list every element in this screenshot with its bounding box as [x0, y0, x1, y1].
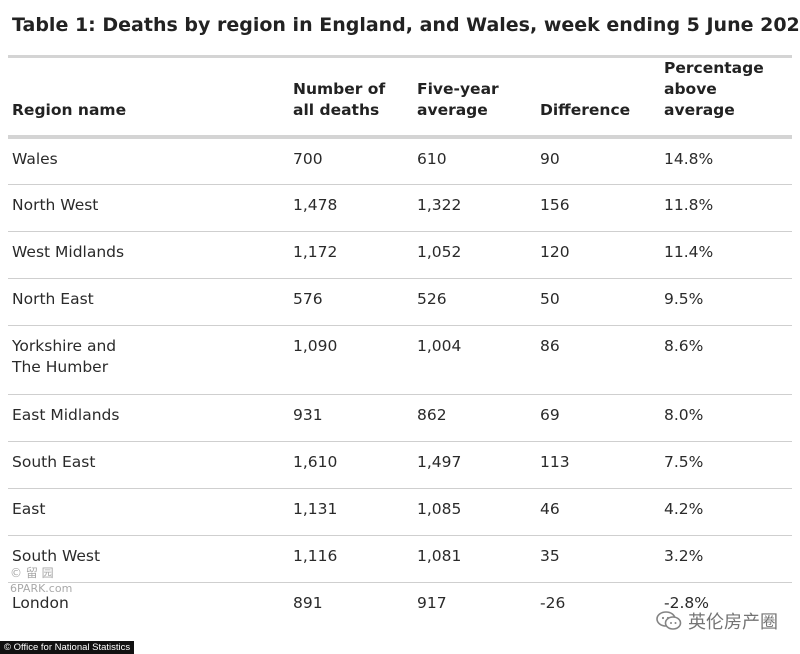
- deaths-cell: 1,116: [289, 535, 413, 583]
- region-cell: East Midlands: [8, 394, 289, 442]
- top-rule: [8, 55, 792, 58]
- table-row: West Midlands 1,172 1,052 120 11.4%: [8, 231, 792, 279]
- deaths-cell: 1,478: [289, 184, 413, 232]
- region-cell: South East: [8, 441, 289, 489]
- percentage-cell: 11.8%: [660, 184, 792, 232]
- percentage-cell: 9.5%: [660, 278, 792, 326]
- difference-cell: 86: [536, 325, 660, 395]
- watermark-account-name: 英伦房产圈: [688, 612, 778, 633]
- percentage-cell: 8.6%: [660, 325, 792, 395]
- deaths-cell: 1,610: [289, 441, 413, 489]
- difference-cell: 50: [536, 278, 660, 326]
- table-header-row: Region name Number of all deaths Five-ye…: [8, 58, 792, 139]
- table-row: North West 1,478 1,322 156 11.8%: [8, 184, 792, 232]
- watermark-6park: © 留 园 6PARK.com: [10, 566, 72, 596]
- region-cell: Wales: [8, 137, 289, 185]
- table-row: East 1,131 1,085 46 4.2%: [8, 488, 792, 536]
- difference-cell: 69: [536, 394, 660, 442]
- average-cell: 1,004: [413, 325, 536, 395]
- source-credit: © Office for National Statistics: [0, 641, 135, 654]
- deaths-cell: 576: [289, 278, 413, 326]
- percentage-cell: 8.0%: [660, 394, 792, 442]
- percentage-cell: 3.2%: [660, 535, 792, 583]
- header-number-of-deaths: Number of all deaths: [289, 58, 413, 139]
- header-percentage-above-average: Percentage above average: [660, 58, 792, 139]
- difference-cell: 46: [536, 488, 660, 536]
- table-row: North East 576 526 50 9.5%: [8, 278, 792, 326]
- deaths-cell: 1,131: [289, 488, 413, 536]
- watermark-6park-site: 6PARK.com: [10, 582, 73, 595]
- region-cell: North East: [8, 278, 289, 326]
- region-cell: East: [8, 488, 289, 536]
- percentage-cell: 11.4%: [660, 231, 792, 279]
- difference-cell: 156: [536, 184, 660, 232]
- header-region-name: Region name: [8, 58, 289, 139]
- deaths-table: Region name Number of all deaths Five-ye…: [8, 58, 792, 629]
- deaths-cell: 931: [289, 394, 413, 442]
- watermark-6park-text: © 留 园: [10, 566, 54, 580]
- average-cell: 610: [413, 137, 536, 185]
- average-cell: 1,052: [413, 231, 536, 279]
- deaths-cell: 1,090: [289, 325, 413, 395]
- difference-cell: 113: [536, 441, 660, 489]
- table-row: Wales 700 610 90 14.8%: [8, 137, 792, 185]
- difference-cell: 90: [536, 137, 660, 185]
- header-difference: Difference: [536, 58, 660, 139]
- table-row: South West 1,116 1,081 35 3.2%: [8, 535, 792, 583]
- table-row: London 891 917 -26 -2.8%: [8, 582, 792, 629]
- header-five-year-average: Five-year average: [413, 58, 536, 139]
- difference-cell: -26: [540, 593, 566, 612]
- region-cell: London: [12, 593, 69, 612]
- average-cell: 1,085: [413, 488, 536, 536]
- average-cell: 1,322: [413, 184, 536, 232]
- average-cell: 1,081: [413, 535, 536, 583]
- percentage-cell: 14.8%: [660, 137, 792, 185]
- table-row: East Midlands 931 862 69 8.0%: [8, 394, 792, 442]
- difference-cell: 120: [536, 231, 660, 279]
- average-cell: 526: [413, 278, 536, 326]
- watermark-account: 英伦房产圈: [656, 608, 778, 634]
- average-cell: 1,497: [413, 441, 536, 489]
- percentage-cell: 4.2%: [660, 488, 792, 536]
- table-title: Table 1: Deaths by region in England, an…: [12, 14, 800, 36]
- deaths-cell: 700: [289, 137, 413, 185]
- difference-cell: 35: [536, 535, 660, 583]
- deaths-cell: 891: [293, 593, 323, 612]
- region-cell: North West: [8, 184, 289, 232]
- average-cell: 917: [417, 593, 447, 612]
- region-cell: Yorkshire and The Humber: [8, 325, 289, 395]
- percentage-cell: 7.5%: [660, 441, 792, 489]
- region-cell: West Midlands: [8, 231, 289, 279]
- chat-bubble-icon: [656, 610, 682, 632]
- average-cell: 862: [413, 394, 536, 442]
- region-cell: South West: [8, 535, 289, 583]
- table-row: Yorkshire and The Humber 1,090 1,004 86 …: [8, 325, 792, 395]
- percentage-cell: -2.8%: [664, 593, 709, 612]
- table-row: South East 1,610 1,497 113 7.5%: [8, 441, 792, 489]
- deaths-cell: 1,172: [289, 231, 413, 279]
